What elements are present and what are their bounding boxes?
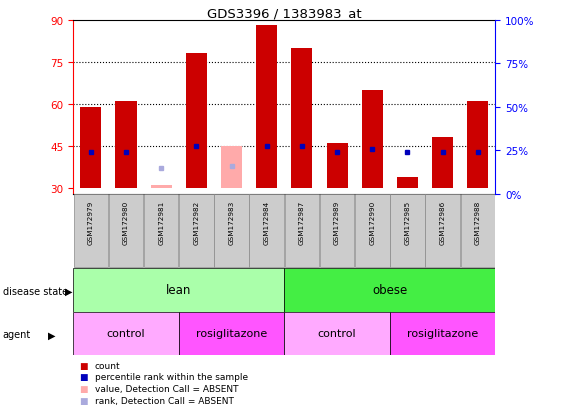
Bar: [284, 268, 495, 312]
Bar: [109, 195, 143, 268]
Text: ▶: ▶: [65, 286, 72, 296]
Text: GSM172988: GSM172988: [475, 200, 481, 244]
Bar: [73, 312, 179, 355]
Bar: [115, 102, 137, 188]
Text: GSM172986: GSM172986: [440, 200, 446, 244]
Bar: [390, 312, 495, 355]
Text: lean: lean: [166, 284, 191, 297]
Bar: [179, 195, 213, 268]
Bar: [390, 195, 425, 268]
Bar: [285, 195, 319, 268]
Bar: [432, 138, 453, 188]
Bar: [179, 312, 284, 355]
Bar: [73, 268, 284, 312]
Bar: [74, 195, 108, 268]
Text: GSM172983: GSM172983: [229, 200, 235, 244]
Bar: [151, 186, 172, 188]
Bar: [355, 195, 390, 268]
Text: GSM172982: GSM172982: [193, 200, 199, 244]
Text: rosiglitazone: rosiglitazone: [196, 328, 267, 339]
Text: ■: ■: [79, 373, 87, 382]
Text: GSM172989: GSM172989: [334, 200, 340, 244]
Text: GSM172984: GSM172984: [263, 200, 270, 244]
Bar: [186, 54, 207, 188]
Text: control: control: [318, 328, 356, 339]
Bar: [397, 177, 418, 188]
Bar: [362, 90, 383, 188]
Text: count: count: [95, 361, 120, 370]
Text: disease state: disease state: [3, 286, 68, 296]
Bar: [144, 195, 178, 268]
Text: percentile rank within the sample: percentile rank within the sample: [95, 373, 248, 382]
Text: control: control: [106, 328, 145, 339]
Text: ■: ■: [79, 396, 87, 405]
Text: GSM172981: GSM172981: [158, 200, 164, 244]
Bar: [461, 195, 495, 268]
Bar: [320, 195, 354, 268]
Bar: [215, 195, 249, 268]
Text: rosiglitazone: rosiglitazone: [407, 328, 479, 339]
Text: ■: ■: [79, 361, 87, 370]
Text: GSM172985: GSM172985: [404, 200, 410, 244]
Bar: [221, 147, 242, 188]
Text: GSM172979: GSM172979: [88, 200, 94, 244]
Bar: [467, 102, 488, 188]
Bar: [284, 312, 390, 355]
Bar: [80, 107, 101, 188]
Text: ■: ■: [79, 384, 87, 393]
Text: ▶: ▶: [48, 330, 55, 339]
Text: value, Detection Call = ABSENT: value, Detection Call = ABSENT: [95, 384, 238, 393]
Bar: [327, 144, 347, 188]
Text: GSM172980: GSM172980: [123, 200, 129, 244]
Text: obese: obese: [372, 284, 408, 297]
Bar: [292, 49, 312, 188]
Text: agent: agent: [3, 330, 31, 339]
Text: rank, Detection Call = ABSENT: rank, Detection Call = ABSENT: [95, 396, 234, 405]
Bar: [426, 195, 460, 268]
Title: GDS3396 / 1383983_at: GDS3396 / 1383983_at: [207, 7, 361, 19]
Bar: [249, 195, 284, 268]
Bar: [256, 26, 277, 188]
Text: GSM172990: GSM172990: [369, 200, 376, 244]
Text: GSM172987: GSM172987: [299, 200, 305, 244]
